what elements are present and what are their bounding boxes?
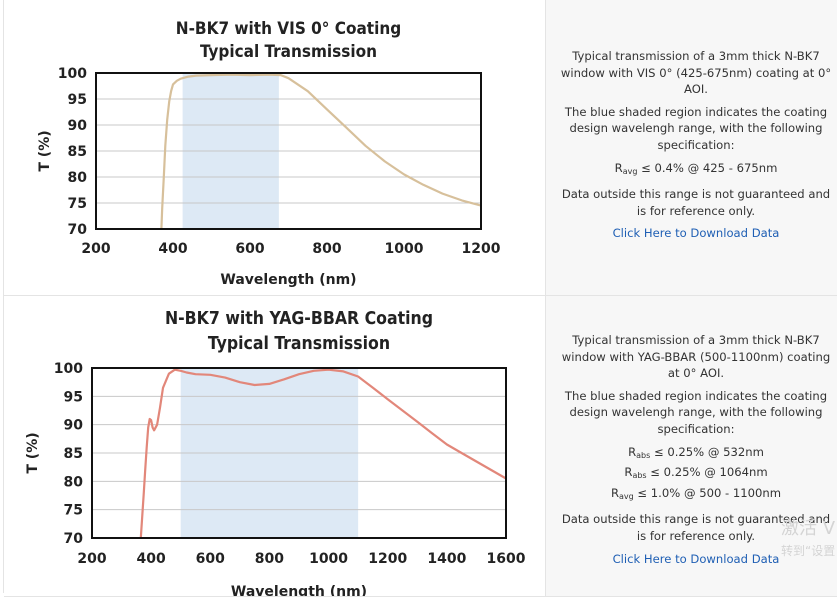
chart-cell-vis: N-BK7 with VIS 0° Coating Typical Transmi… bbox=[4, 0, 546, 295]
x-tick-label: 600 bbox=[196, 551, 225, 567]
spec-line: Rabs ≤ 0.25% @ 532nm bbox=[628, 444, 764, 460]
y-axis-label: T (%) bbox=[37, 130, 53, 171]
chart-row-vis: N-BK7 with VIS 0° Coating Typical Transmi… bbox=[4, 0, 837, 296]
spec-list: Rabs ≤ 0.25% @ 532nm Rabs ≤ 0.25% @ 1064n… bbox=[560, 444, 832, 506]
x-tick-label: 200 bbox=[77, 551, 106, 567]
y-axis-label: T (%) bbox=[25, 432, 41, 473]
watermark-line-2: 转到“设置 bbox=[781, 544, 836, 558]
y-tick-label: 75 bbox=[68, 196, 87, 212]
chart-title-line: N-BK7 with VIS 0° Coating bbox=[176, 19, 401, 39]
chart-cell-yag: N-BK7 with YAG-BBAR Coating Typical Trans… bbox=[4, 296, 546, 600]
spec-line: Rabs ≤ 0.25% @ 1064nm bbox=[624, 465, 768, 481]
x-tick-label: 1200 bbox=[368, 551, 407, 567]
description-shading-note: The blue shaded region indicates the coa… bbox=[564, 104, 828, 152]
x-tick-label: 400 bbox=[158, 241, 187, 257]
x-tick-label: 200 bbox=[81, 241, 110, 257]
spec-line: Ravg ≤ 0.4% @ 425 - 675nm bbox=[614, 160, 778, 176]
x-axis-label: Wavelength (nm) bbox=[231, 584, 367, 596]
x-tick-label: 1200 bbox=[462, 241, 501, 257]
chart-title-line: N-BK7 with YAG-BBAR Coating bbox=[165, 309, 433, 329]
x-tick-label: 600 bbox=[235, 241, 264, 257]
description-disclaimer: Data outside this range is not guarantee… bbox=[561, 187, 831, 218]
description-disclaimer: Data outside this range is not guarantee… bbox=[561, 512, 831, 543]
x-tick-label: 1000 bbox=[309, 551, 348, 567]
y-tick-label: 80 bbox=[64, 474, 84, 490]
x-tick-label: 800 bbox=[312, 241, 341, 257]
transmission-curve bbox=[139, 368, 507, 539]
y-tick-label: 90 bbox=[64, 418, 84, 434]
description-intro: Typical transmission of a 3mm thick N-BK… bbox=[561, 333, 831, 381]
chart-yag-bbar-coating: N-BK7 with YAG-BBAR Coating Typical Trans… bbox=[25, 309, 526, 600]
x-tick-label: 1400 bbox=[427, 551, 466, 567]
x-tick-label: 400 bbox=[137, 551, 166, 567]
description-shading-note: The blue shaded region indicates the coa… bbox=[564, 388, 828, 436]
download-data-link[interactable]: Click Here to Download Data bbox=[612, 226, 780, 241]
chart-row-yag: N-BK7 with YAG-BBAR Coating Typical Trans… bbox=[4, 296, 837, 600]
y-tick-label: 85 bbox=[64, 446, 83, 462]
transmission-curve bbox=[160, 73, 482, 230]
x-tick-label: 800 bbox=[255, 551, 284, 567]
y-tick-label: 70 bbox=[68, 222, 88, 238]
description-cell-vis: Typical transmission of a 3mm thick N-BK… bbox=[546, 0, 837, 295]
y-tick-label: 95 bbox=[68, 92, 87, 108]
description-yag: Typical transmission of a 3mm thick N-BK… bbox=[560, 332, 832, 573]
description-vis: Typical transmission of a 3mm thick N-BK… bbox=[560, 48, 832, 248]
y-tick-label: 80 bbox=[68, 170, 88, 186]
x-tick-label: 1600 bbox=[487, 551, 526, 567]
download-data-link[interactable]: Click Here to Download Data bbox=[612, 551, 780, 566]
plot-frame bbox=[95, 72, 482, 230]
chart-vis-coating: N-BK7 with VIS 0° Coating Typical Transmi… bbox=[37, 19, 501, 288]
y-tick-label: 95 bbox=[64, 389, 83, 405]
chart-title-line: Typical Transmission bbox=[200, 42, 377, 62]
x-tick-label: 1000 bbox=[385, 241, 424, 257]
y-tick-label: 70 bbox=[64, 531, 84, 547]
y-tick-label: 85 bbox=[68, 144, 87, 160]
spec-line: Ravg ≤ 1.0% @ 500 - 1100nm bbox=[610, 485, 782, 501]
page-left-border bbox=[3, 0, 4, 593]
y-tick-label: 100 bbox=[54, 361, 83, 377]
chart-title-line: Typical Transmission bbox=[208, 334, 390, 354]
y-tick-label: 100 bbox=[58, 66, 87, 82]
description-cell-yag: Typical transmission of a 3mm thick N-BK… bbox=[546, 296, 837, 596]
y-tick-label: 90 bbox=[68, 118, 88, 134]
description-intro: Typical transmission of a 3mm thick N-BK… bbox=[560, 49, 832, 97]
watermark-line-1: 激活 V bbox=[781, 518, 836, 539]
spec-list: Ravg ≤ 0.4% @ 425 - 675nm bbox=[560, 160, 832, 181]
y-tick-label: 75 bbox=[64, 503, 83, 519]
plot-frame bbox=[91, 367, 507, 539]
x-axis-label: Wavelength (nm) bbox=[220, 272, 356, 288]
